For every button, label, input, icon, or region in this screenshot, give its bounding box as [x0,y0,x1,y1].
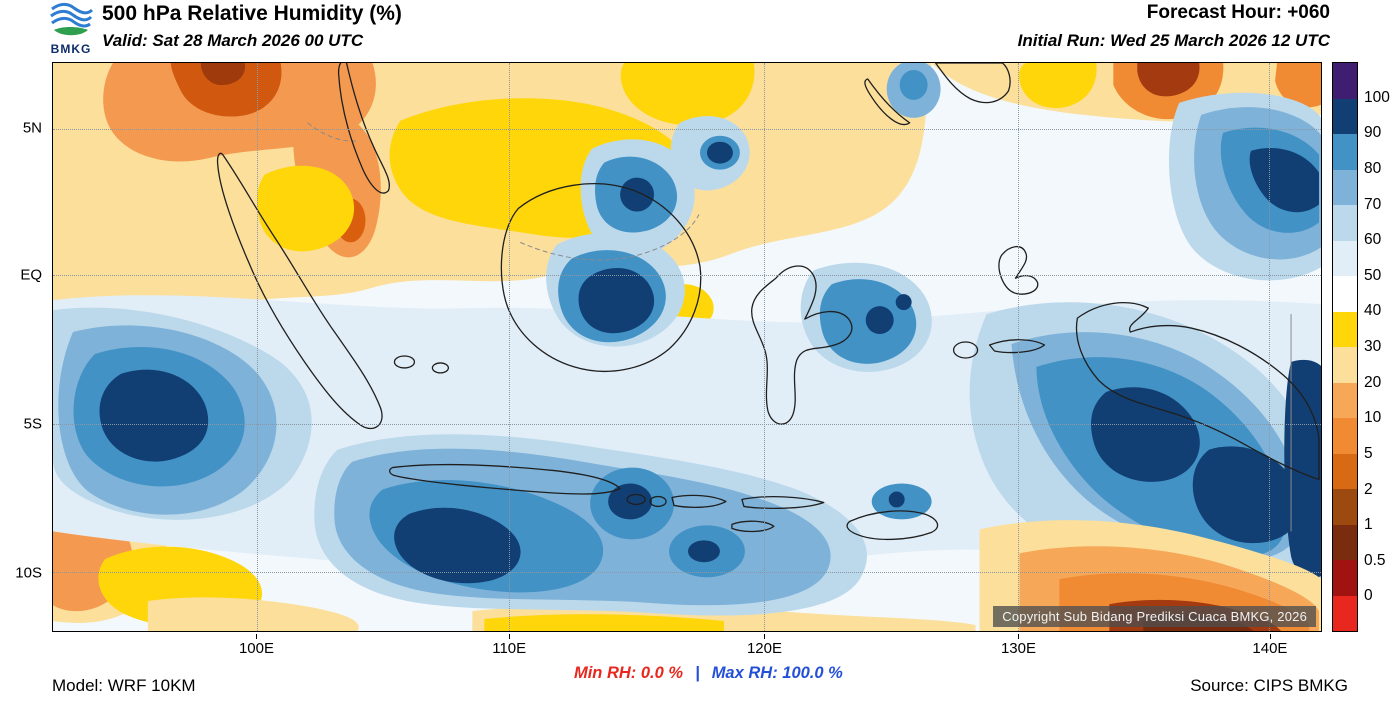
bmkg-logo-icon [50,2,94,36]
lon-tick-label: 120E [746,640,782,657]
minmax-line: Min RH: 0.0 % | Max RH: 100.0 % [568,664,849,683]
colorbar-segment [1333,169,1357,205]
copyright-overlay: Copyright Sub Bidang Prediksi Cuaca BMKG… [993,606,1316,627]
colorbar-segment [1333,98,1357,134]
colorbar-tick-label: 80 [1364,159,1382,177]
model-label: Model: WRF 10KM [52,676,196,695]
bmkg-logo: BMKG [42,1,100,56]
lon-tick [256,634,258,639]
colorbar-segment [1333,453,1357,489]
lat-tick-label: 10S [15,564,42,582]
lon-tick-label: 110E [492,640,527,657]
max-rh: Max RH: 100.0 % [711,664,843,682]
colorbar-tick-label: 10 [1364,409,1382,427]
colorbar-tick-label: 100 [1364,88,1390,106]
coastlines [216,63,1320,541]
lon-tick-label: 130E [1000,640,1036,657]
lon-tick [1269,634,1271,639]
colorbar-segment [1333,595,1357,631]
lon-tick-label: 140E [1252,640,1288,657]
valid-time: Valid: Sat 28 March 2026 00 UTC [102,31,364,50]
colorbar [1332,62,1358,632]
colorbar-tick-label: 5 [1364,444,1373,462]
colorbar-segment [1333,134,1357,170]
colorbar-segment [1333,276,1357,312]
colorbar-tick-label: 2 [1364,480,1373,498]
colorbar-tick-label: 70 [1364,195,1382,213]
lat-tick-label: EQ [20,266,42,284]
colorbar-tick-label: 1 [1364,516,1373,534]
colorbar-tick-label: 0 [1364,587,1373,605]
country-borders [307,122,1292,532]
source-label: Source: CIPS BMKG [1190,676,1348,695]
colorbar-tick-label: 40 [1364,302,1382,320]
colorbar-segment [1333,560,1357,596]
colorbar-tick-label: 60 [1364,231,1382,249]
moist-regions [53,63,1321,616]
lon-tick [764,634,766,639]
colorbar-labels: 100 90 80 70 60 50 40 30 20 10 5 2 1 0.5 0 [1364,62,1400,632]
humidity-field-map [53,63,1321,631]
colorbar-tick-label: 50 [1364,266,1382,284]
colorbar-segment [1333,524,1357,560]
colorbar-tick-label: 20 [1364,373,1382,391]
page-title: 500 hPa Relative Humidity (%) [102,2,402,25]
lon-tick [1018,634,1020,639]
colorbar-segment [1333,205,1357,241]
lat-axis: 5N EQ 5S 10S [0,62,46,632]
minmax-separator: | [695,664,700,682]
colorbar-tick-label: 90 [1364,124,1382,142]
colorbar-segment [1333,418,1357,454]
colorbar-segment [1333,63,1357,99]
lon-tick-label: 100E [238,640,274,657]
map-frame: Copyright Sub Bidang Prediksi Cuaca BMKG… [52,62,1322,632]
lon-axis: 100E 110E 120E 130E 140E [52,634,1322,660]
colorbar-segment [1333,347,1357,383]
lon-tick [509,634,511,639]
lat-tick-label: 5S [23,415,42,433]
forecast-hour: Forecast Hour: +060 [1146,2,1330,23]
bmkg-logo-text: BMKG [50,42,92,56]
colorbar-segment [1333,489,1357,525]
colorbar-segment [1333,382,1357,418]
colorbar-segment [1333,240,1357,276]
colorbar-tick-label: 30 [1364,338,1382,355]
min-rh: Min RH: 0.0 % [573,664,684,682]
lat-tick-label: 5N [22,119,42,137]
colorbar-tick-label: 0.5 [1364,551,1386,569]
colorbar-segment [1333,311,1357,347]
initial-run: Initial Run: Wed 25 March 2026 12 UTC [1017,31,1330,50]
